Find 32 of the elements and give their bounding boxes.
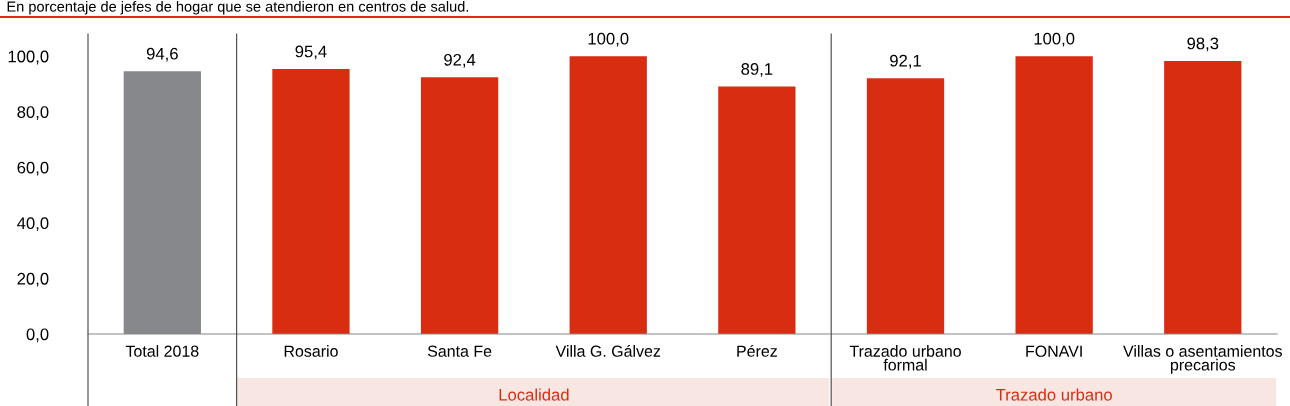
x-tick-label: Total 2018 xyxy=(125,345,199,357)
data-label: 89,1 xyxy=(741,63,773,77)
y-tick-label: 100,0 xyxy=(8,50,49,65)
bar xyxy=(1015,56,1093,334)
y-tick-label: 0,0 xyxy=(26,328,49,343)
text: Trazado urbano xyxy=(996,388,1112,401)
chart-title: En porcentaje de jefes de hogar que se atendieron en centros de salud. xyxy=(7,1,469,15)
data-label: 100,0 xyxy=(1034,32,1075,47)
bar xyxy=(866,78,945,334)
x-tick-label: Pérez xyxy=(737,344,777,357)
bar xyxy=(272,69,350,334)
y-tick-label: 20,0 xyxy=(17,272,49,287)
x-tick-label: Rosario xyxy=(284,345,338,357)
data-label: 95,4 xyxy=(295,45,327,60)
y-tick-label: 80,0 xyxy=(17,106,49,120)
x-tick-label: FONAVI xyxy=(1026,345,1082,357)
x-tick-label: Santa Fe xyxy=(427,345,492,357)
x-tick-label: Trazado urbano formal xyxy=(849,345,961,371)
data-label: 100,0 xyxy=(588,32,629,47)
y-tick-label: 60,0 xyxy=(17,161,49,176)
data-label: 94,6 xyxy=(146,47,178,62)
x-tick-label: Villa G. Gálvez xyxy=(555,344,661,357)
bar xyxy=(718,86,796,334)
data-label: 92,1 xyxy=(890,54,921,69)
bar xyxy=(420,77,499,334)
bar xyxy=(1164,60,1242,334)
x-tick-label: Villas o asentamientos precarios xyxy=(1123,345,1282,374)
data-label: 98,3 xyxy=(1187,37,1219,52)
text: Localidad xyxy=(499,388,569,401)
data-label: 92,4 xyxy=(444,53,476,68)
bar xyxy=(569,56,647,334)
y-tick-label: 40,0 xyxy=(17,217,49,232)
